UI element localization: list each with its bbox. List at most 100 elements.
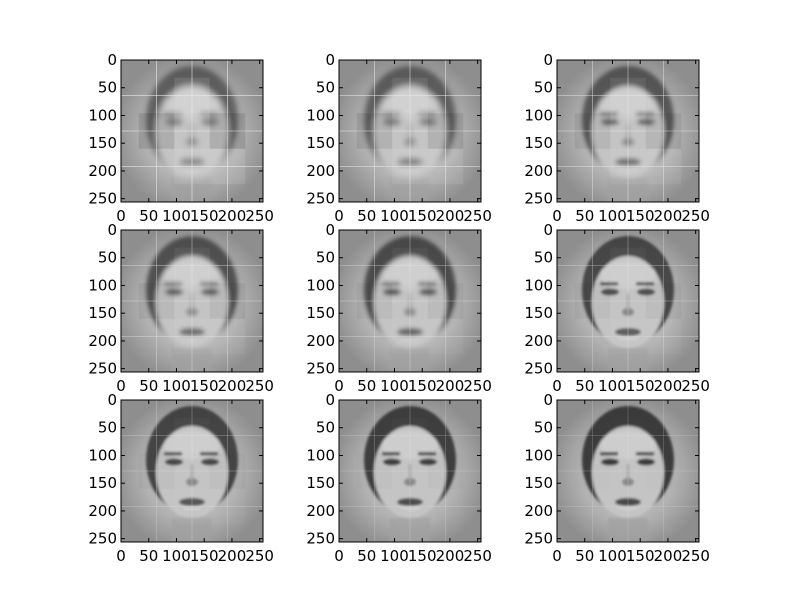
patch-block	[357, 453, 393, 489]
patch-block	[610, 418, 646, 454]
y-tick-label: 200	[88, 162, 117, 180]
right-eyebrow	[636, 282, 654, 286]
x-tick-label: 150	[190, 547, 219, 565]
x-tick-label: 250	[245, 377, 274, 395]
patch-block	[610, 319, 646, 355]
x-tick-label: 50	[357, 377, 376, 395]
y-tick-label: 250	[306, 360, 335, 378]
y-tick-label: 150	[88, 474, 117, 492]
x-tick-label: 200	[654, 207, 683, 225]
y-tick-label: 0	[543, 391, 553, 409]
patch-block	[392, 418, 428, 454]
y-tick-label: 0	[107, 221, 117, 239]
y-tick-label: 100	[306, 276, 335, 294]
y-tick-label: 150	[88, 134, 117, 152]
face-layer	[582, 236, 674, 372]
left-eyebrow	[164, 112, 182, 116]
y-tick-label: 200	[306, 332, 335, 350]
x-tick-label: 0	[552, 207, 562, 225]
right-eye	[419, 118, 437, 126]
x-tick-label: 0	[552, 547, 562, 565]
y-tick-label: 50	[316, 419, 335, 437]
x-tick-label: 200	[436, 547, 465, 565]
x-tick-label: 0	[552, 377, 562, 395]
patch-block	[646, 489, 682, 525]
neck-shape	[390, 348, 430, 372]
face-layer	[146, 236, 238, 372]
y-tick-label: 100	[524, 106, 553, 124]
mouth	[615, 158, 641, 166]
chin-highlight	[182, 336, 202, 340]
patch-block	[427, 318, 464, 355]
y-tick-label: 250	[88, 190, 117, 208]
neck-shape	[608, 518, 648, 542]
x-tick-label: 200	[436, 377, 465, 395]
y-tick-label: 250	[88, 530, 117, 548]
face-layer	[582, 406, 674, 542]
patch-block	[392, 247, 428, 284]
x-tick-label: 50	[575, 377, 594, 395]
left-eye	[165, 118, 183, 126]
y-tick-label: 250	[524, 190, 553, 208]
y-tick-label: 250	[306, 190, 335, 208]
y-tick-label: 150	[306, 474, 335, 492]
patch-block	[427, 113, 464, 149]
left-eyebrow	[164, 452, 182, 456]
x-tick-label: 250	[245, 547, 274, 565]
y-tick-label: 200	[306, 502, 335, 520]
right-eyebrow	[636, 452, 654, 456]
y-tick-label: 200	[524, 332, 553, 350]
y-tick-label: 50	[98, 79, 117, 97]
patch-block	[138, 113, 175, 149]
left-eye	[601, 458, 619, 466]
patch-block	[428, 489, 464, 525]
x-tick-label: 200	[436, 207, 465, 225]
y-tick-label: 50	[316, 79, 335, 97]
nose	[186, 308, 198, 316]
right-eyebrow	[418, 282, 436, 286]
mouth	[179, 498, 205, 506]
y-tick-label: 200	[88, 502, 117, 520]
patch-block	[209, 113, 246, 149]
patch-block	[356, 113, 393, 149]
nose	[404, 478, 416, 486]
patch-block	[392, 77, 428, 114]
y-tick-label: 100	[88, 276, 117, 294]
mouth	[397, 328, 423, 336]
y-tick-label: 0	[543, 51, 553, 69]
x-tick-label: 200	[218, 547, 247, 565]
x-tick-label: 250	[681, 547, 710, 565]
y-tick-label: 250	[524, 360, 553, 378]
face-layer	[582, 66, 674, 202]
patch-block	[209, 148, 246, 185]
subplot-image	[557, 230, 699, 372]
x-tick-label: 100	[598, 547, 627, 565]
y-tick-label: 150	[524, 134, 553, 152]
subplot-image	[339, 60, 481, 202]
mouth	[179, 328, 205, 336]
x-tick-label: 50	[139, 207, 158, 225]
y-tick-label: 0	[325, 51, 335, 69]
right-eyebrow	[418, 112, 436, 116]
y-tick-label: 100	[524, 446, 553, 464]
patch-block	[427, 283, 464, 319]
patch-block	[645, 148, 682, 185]
x-tick-label: 150	[408, 207, 437, 225]
right-eyebrow	[418, 452, 436, 456]
x-tick-label: 100	[598, 377, 627, 395]
x-tick-label: 100	[162, 207, 191, 225]
y-tick-label: 0	[325, 221, 335, 239]
x-tick-label: 250	[463, 377, 492, 395]
y-tick-label: 150	[524, 474, 553, 492]
y-tick-label: 100	[88, 446, 117, 464]
x-tick-label: 150	[626, 377, 655, 395]
x-tick-label: 100	[162, 547, 191, 565]
subplot-image	[121, 230, 263, 372]
right-eye	[637, 288, 655, 296]
left-eyebrow	[600, 282, 618, 286]
x-tick-label: 0	[116, 377, 126, 395]
